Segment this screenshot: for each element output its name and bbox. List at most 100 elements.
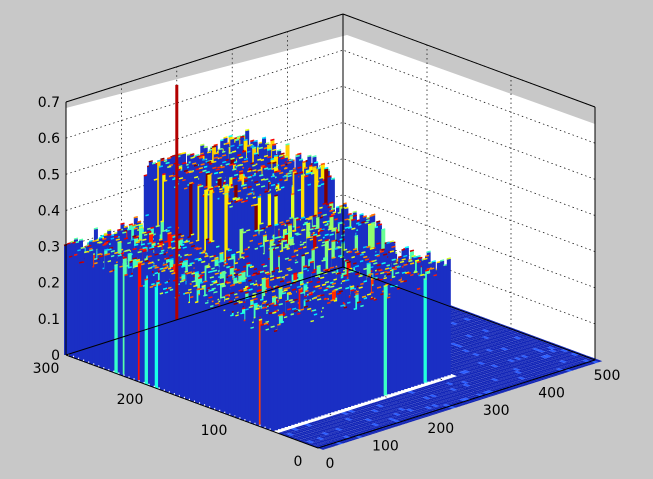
surface-top bbox=[237, 272, 243, 276]
floor-cell bbox=[484, 321, 494, 325]
surface-top bbox=[247, 264, 253, 267]
surface-top bbox=[190, 244, 196, 248]
surface-top bbox=[182, 246, 187, 249]
surface-top bbox=[201, 284, 206, 288]
surface-top bbox=[276, 243, 281, 247]
surface-top bbox=[215, 168, 220, 171]
floor-cell bbox=[460, 346, 469, 350]
surface-top bbox=[197, 258, 203, 262]
surface-top bbox=[324, 281, 330, 284]
surface-top bbox=[169, 258, 174, 261]
surface-top bbox=[329, 266, 335, 269]
surface-top bbox=[240, 311, 245, 315]
floor-cell bbox=[449, 315, 458, 319]
surface-top bbox=[135, 258, 141, 262]
surface-top bbox=[329, 233, 334, 236]
surface-top bbox=[166, 156, 172, 160]
surface-top bbox=[298, 247, 303, 250]
surface-top bbox=[284, 243, 289, 246]
floor-cell bbox=[476, 320, 485, 324]
surface-top bbox=[297, 166, 302, 169]
surface-top bbox=[80, 246, 85, 249]
surface-top bbox=[280, 222, 286, 226]
surface-top bbox=[200, 143, 205, 147]
surface-top bbox=[226, 281, 231, 284]
surface-top bbox=[212, 160, 217, 164]
floor-cell bbox=[479, 319, 489, 323]
surface-top bbox=[181, 265, 186, 268]
surface-top bbox=[322, 256, 328, 260]
surface-top bbox=[278, 270, 283, 273]
surface-top bbox=[228, 134, 233, 138]
surface-top bbox=[264, 190, 269, 193]
surface-top bbox=[389, 240, 394, 243]
floor-cell bbox=[463, 331, 472, 335]
surface-top bbox=[296, 233, 301, 236]
surface-top bbox=[296, 226, 301, 229]
surface-top bbox=[168, 163, 174, 167]
surface-top bbox=[98, 236, 104, 239]
floor-cell bbox=[456, 340, 465, 344]
surface-top bbox=[267, 167, 272, 171]
surface-top bbox=[286, 280, 291, 284]
surface-top bbox=[192, 162, 197, 165]
floor-cell bbox=[466, 337, 475, 341]
surface-top bbox=[253, 302, 258, 306]
surface-top bbox=[252, 272, 258, 275]
surface-top bbox=[272, 161, 277, 164]
surface-top bbox=[208, 296, 213, 299]
surface-top bbox=[299, 171, 304, 174]
surface-top bbox=[229, 186, 234, 189]
surface-top bbox=[291, 255, 296, 258]
surface-top bbox=[93, 227, 99, 230]
surface-top bbox=[306, 231, 311, 235]
floor-cell bbox=[464, 313, 473, 317]
surface-top bbox=[240, 184, 246, 187]
surface-top bbox=[309, 228, 314, 231]
surface-top bbox=[282, 175, 287, 178]
surface-top bbox=[182, 161, 187, 165]
surface-top bbox=[361, 251, 366, 254]
surface-top bbox=[99, 255, 104, 258]
surface-top bbox=[137, 250, 142, 254]
floor-cell bbox=[465, 348, 474, 352]
surface-top bbox=[195, 247, 201, 251]
floor-cell bbox=[459, 318, 468, 322]
surface-top bbox=[259, 222, 264, 225]
surface-top bbox=[132, 235, 137, 238]
surface-top bbox=[179, 260, 184, 264]
surface-top bbox=[366, 262, 371, 265]
surface-top bbox=[230, 144, 235, 148]
surface-top bbox=[224, 183, 229, 187]
surface-top bbox=[349, 214, 354, 217]
surface-top bbox=[234, 281, 240, 284]
floor-cell bbox=[461, 335, 470, 339]
surface-top bbox=[181, 273, 186, 276]
surface-top bbox=[213, 152, 218, 155]
surface-top bbox=[267, 161, 272, 165]
floor-cell bbox=[458, 350, 467, 354]
surface-top bbox=[123, 237, 129, 240]
surface-top bbox=[171, 272, 176, 275]
surface-top bbox=[347, 250, 353, 254]
floor-cell bbox=[486, 331, 495, 335]
surface-top bbox=[249, 265, 255, 269]
surface-top bbox=[114, 251, 119, 255]
surface-top bbox=[189, 262, 194, 265]
floor-cell bbox=[466, 344, 476, 348]
surface-top bbox=[103, 241, 109, 245]
surface-top bbox=[307, 154, 312, 158]
floor-cell bbox=[473, 335, 482, 339]
surface-top bbox=[267, 224, 273, 228]
surface-top bbox=[287, 174, 292, 178]
surface-top bbox=[376, 242, 381, 245]
floor-cell bbox=[483, 325, 492, 329]
surface-top bbox=[167, 165, 172, 169]
surface-top bbox=[207, 270, 213, 274]
surface-top bbox=[142, 246, 147, 250]
floor-cell bbox=[451, 352, 461, 356]
surface-top bbox=[272, 148, 277, 152]
surface-top bbox=[251, 273, 256, 277]
surface-top bbox=[199, 185, 204, 188]
floor-cell bbox=[458, 329, 467, 333]
